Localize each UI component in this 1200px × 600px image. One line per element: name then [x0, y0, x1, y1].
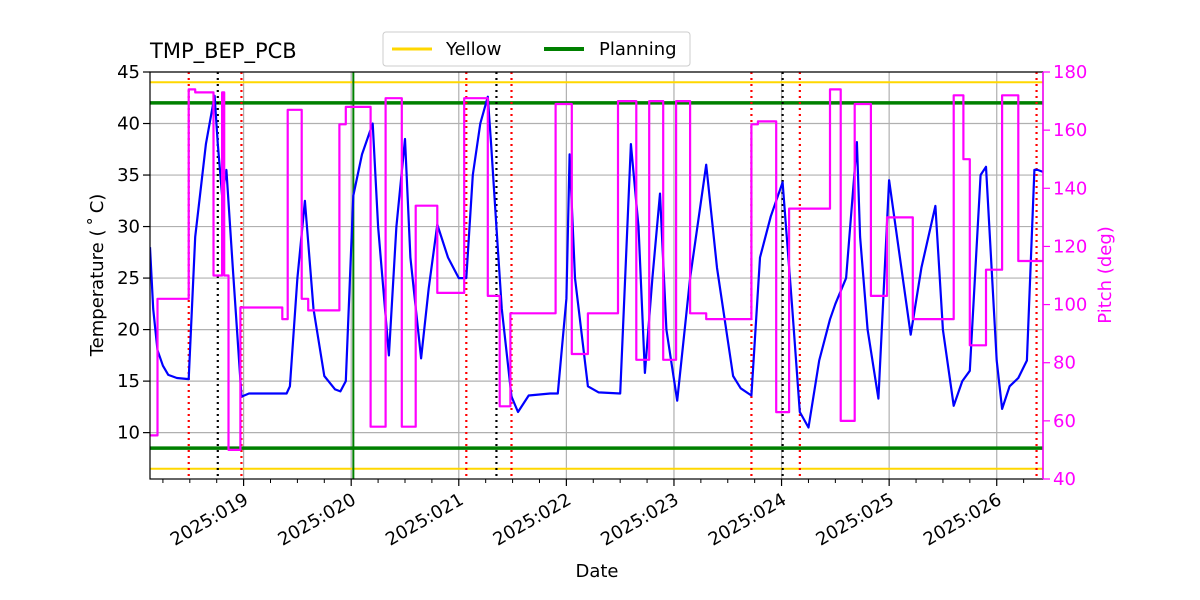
y-left-tick-label: 15: [117, 371, 140, 392]
y-right-tick-label: 180: [1053, 62, 1087, 83]
event-markers: [187, 72, 1038, 479]
grid: [150, 71, 1043, 479]
x-tick-label: 2025:020: [275, 489, 360, 550]
x-tick-label: 2025:024: [705, 489, 790, 550]
y-left-tick-label: 30: [117, 217, 140, 238]
y-right-axis-ticks: 40 60 80 100 120 140 160 180: [1042, 62, 1087, 490]
plot-frame: [149, 71, 1044, 480]
limit-lines: [150, 72, 1043, 479]
legend-box: [382, 31, 691, 67]
y-left-tick-label: 35: [117, 165, 140, 186]
y-left-axis-label: Temperature ( ˚ C): [87, 194, 108, 358]
x-tick-label: 2025:023: [597, 489, 682, 550]
x-tick-label: 2025:025: [812, 489, 897, 550]
legend: Yellow Planning: [382, 31, 691, 67]
y-left-tick-label: 10: [117, 423, 140, 444]
y-right-tick-label: 140: [1053, 178, 1087, 199]
legend-planning-label: Planning: [599, 39, 677, 60]
temperature-series-line: [150, 94, 1043, 429]
x-tick-label: 2025:021: [382, 489, 467, 550]
pitch-series-line: [150, 88, 1043, 451]
y-right-tick-label: 40: [1053, 469, 1076, 490]
legend-yellow-label: Yellow: [445, 39, 501, 60]
x-tick-label: 2025:026: [920, 489, 1005, 550]
y-right-tick-label: 80: [1053, 353, 1076, 374]
x-axis-label: Date: [575, 561, 618, 582]
series: [150, 88, 1043, 451]
x-axis-ticks: 2025:019 2025:020 2025:021 2025:022 2025:023…: [162, 479, 1025, 550]
y-right-tick-label: 120: [1053, 236, 1087, 257]
y-left-tick-label: 20: [117, 320, 140, 341]
y-left-axis-ticks: 10 15 20 25 30 35 40 45: [117, 62, 150, 444]
y-left-tick-label: 45: [117, 62, 140, 83]
x-tick-label: 2025:019: [167, 489, 252, 550]
x-tick-label: 2025:022: [490, 489, 575, 550]
y-right-tick-label: 160: [1053, 120, 1087, 141]
y-right-tick-label: 100: [1053, 295, 1087, 316]
y-right-tick-label: 60: [1053, 411, 1076, 432]
chart-title: TMP_BEP_PCB: [149, 39, 297, 64]
y-right-axis-label: Pitch (deg): [1095, 226, 1116, 324]
y-left-tick-label: 25: [117, 268, 140, 289]
y-left-tick-label: 40: [117, 114, 140, 135]
